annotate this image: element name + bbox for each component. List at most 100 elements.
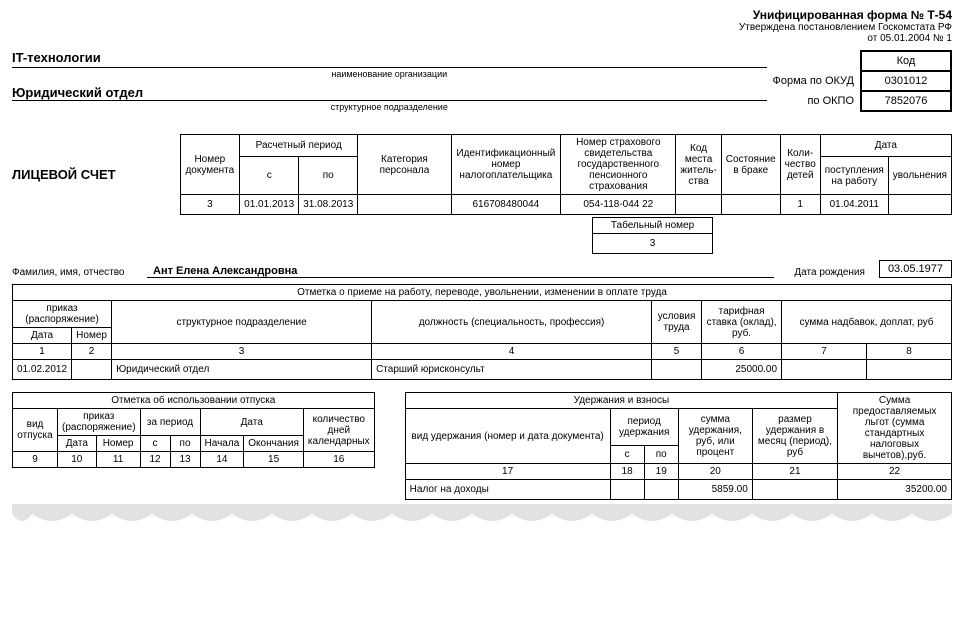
hire-col-2: 2: [72, 344, 112, 360]
withhold-table: Удержания и взносы Сумма предоставляемых…: [405, 392, 952, 500]
vac-col-15: 15: [244, 452, 304, 468]
hire-hdr-rate: тарифная ставка (оклад), руб.: [702, 301, 782, 344]
hire-table: Отметка о приеме на работу, переводе, ув…: [12, 284, 952, 380]
wh-col-22: 22: [838, 464, 952, 480]
form-approved: Утверждена постановлением Госкомстата РФ: [12, 22, 952, 33]
hire-caption: Отметка о приеме на работу, переводе, ув…: [13, 285, 952, 301]
vac-hdr-order: приказ (распоряжение): [58, 409, 141, 436]
hire-row-conditions: [652, 360, 702, 380]
tabel-label: Табельный номер: [593, 218, 713, 234]
hire-hdr-bonus: сумма надбавок, доплат, руб: [782, 301, 952, 344]
wh-row-to: [644, 480, 678, 500]
hire-row-dept: Юридический отдел: [112, 360, 372, 380]
hire-row-date: 01.02.2012: [13, 360, 72, 380]
hire-col-5: 5: [652, 344, 702, 360]
wh-row-from: [610, 480, 644, 500]
wh-col-20: 20: [678, 464, 752, 480]
hdr-period-from: с: [240, 157, 299, 195]
vac-col-11: 11: [96, 452, 140, 468]
hdr-marital: Состояние в браке: [721, 135, 780, 195]
vac-hdr-start: Начала: [200, 436, 244, 452]
wh-row-monthly: [752, 480, 837, 500]
wh-row-sum: 5859.00: [678, 480, 752, 500]
dob-label: Дата рождения: [794, 267, 873, 278]
wh-hdr-benefits: Сумма предоставляемых льгот (сумма станд…: [838, 393, 952, 464]
hdr-residence: Код места житель-ства: [676, 135, 721, 195]
wh-hdr-to: по: [644, 445, 678, 463]
vac-col-12: 12: [140, 452, 170, 468]
code-header: Код: [861, 51, 951, 71]
hdr-period: Расчетный период: [240, 135, 358, 157]
hire-hdr-conditions: условия труда: [652, 301, 702, 344]
tabel-value: 3: [593, 234, 713, 254]
hire-row-rate: 25000.00: [702, 360, 782, 380]
vac-hdr-days: количество дней календарных: [303, 409, 374, 452]
person-row: Фамилия, имя, отчество Ант Елена Алексан…: [12, 260, 952, 278]
okpo-value: 7852076: [861, 91, 951, 111]
person-name: Ант Елена Александровна: [147, 265, 774, 278]
vac-col-13: 13: [170, 452, 200, 468]
hdr-fire: увольнения: [888, 157, 951, 195]
val-fire: [888, 195, 951, 215]
hire-row-bonus1: [782, 360, 867, 380]
hire-row-position: Старший юрисконсульт: [372, 360, 652, 380]
form-title: Унифицированная форма № Т-54: [12, 8, 952, 22]
wh-hdr-from: с: [610, 445, 644, 463]
vac-col-16: 16: [303, 452, 374, 468]
val-category: [358, 195, 451, 215]
hdr-category: Категория персонала: [358, 135, 451, 195]
vac-hdr-end: Окончания: [244, 436, 304, 452]
hire-hdr-position: должность (специальность, профессия): [372, 301, 652, 344]
vac-col-9: 9: [13, 452, 58, 468]
hire-hdr-dept: структурное подразделение: [112, 301, 372, 344]
hire-col-1: 1: [13, 344, 72, 360]
wh-col-19: 19: [644, 464, 678, 480]
wh-hdr-sum: сумма удержания, руб, или процент: [678, 409, 752, 464]
vac-hdr-type: вид отпуска: [13, 409, 58, 452]
wh-col-21: 21: [752, 464, 837, 480]
form-header: Унифицированная форма № Т-54 Утверждена …: [12, 8, 952, 44]
vac-col-14: 14: [200, 452, 244, 468]
hdr-inn: Идентификационный номер налогоплательщик…: [451, 135, 561, 195]
hire-col-6: 6: [702, 344, 782, 360]
vacation-table: Отметка об использовании отпуска вид отп…: [12, 392, 375, 468]
dob-value: 03.05.1977: [879, 260, 952, 278]
wh-row-type: Налог на доходы: [405, 480, 610, 500]
hire-col-4: 4: [372, 344, 652, 360]
vac-hdr-from: с: [140, 436, 170, 452]
hire-hdr-date: Дата: [13, 328, 72, 344]
val-marital: [721, 195, 780, 215]
hdr-children: Коли-чество детей: [780, 135, 820, 195]
wh-col-17: 17: [405, 464, 610, 480]
hdr-period-to: по: [299, 157, 358, 195]
wh-caption: Удержания и взносы: [405, 393, 837, 409]
hdr-hire: поступления на работу: [820, 157, 888, 195]
org-name: IT-технологии: [12, 50, 767, 68]
hire-col-3: 3: [112, 344, 372, 360]
val-inn: 616708480044: [451, 195, 561, 215]
vac-hdr-period: за период: [140, 409, 200, 436]
val-period-from: 01.01.2013: [240, 195, 299, 215]
form-date: от 05.01.2004 № 1: [12, 33, 952, 44]
hire-hdr-order: приказ (распоряжение): [13, 301, 112, 328]
val-children: 1: [780, 195, 820, 215]
okud-label: Форма по ОКУД: [767, 71, 862, 91]
main-info-table: Номер документа Расчетный период Категор…: [180, 134, 952, 215]
hdr-doc-num: Номер документа: [180, 135, 240, 195]
vac-hdr-onum: Номер: [96, 436, 140, 452]
doc-title: ЛИЦЕВОЙ СЧЕТ: [12, 167, 180, 182]
okpo-label: по ОКПО: [767, 91, 862, 111]
hire-row-bonus2: [867, 360, 952, 380]
dept-sublabel: структурное подразделение: [12, 102, 767, 112]
val-hire: 01.04.2011: [820, 195, 888, 215]
vac-hdr-to: по: [170, 436, 200, 452]
hire-hdr-num: Номер: [72, 328, 112, 344]
hire-row-num: [72, 360, 112, 380]
dept-name: Юридический отдел: [12, 85, 767, 101]
org-sublabel: наименование организации: [12, 69, 767, 79]
val-residence: [676, 195, 721, 215]
vac-hdr-odate: Дата: [58, 436, 97, 452]
wh-row-benefits: 35200.00: [838, 480, 952, 500]
vac-col-10: 10: [58, 452, 97, 468]
hdr-snils: Номер страхового свидетельства государст…: [561, 135, 676, 195]
